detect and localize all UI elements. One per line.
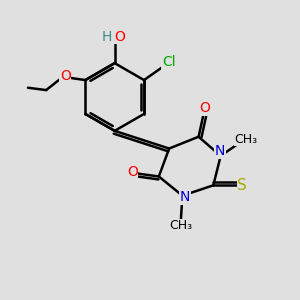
Text: H: H [102,30,112,44]
Text: N: N [180,190,190,204]
Text: O: O [127,165,138,179]
Text: S: S [237,178,247,193]
Text: N: N [215,145,225,158]
Text: O: O [115,30,125,44]
Text: Cl: Cl [162,56,175,69]
Text: CH₃: CH₃ [235,133,258,146]
Text: O: O [199,101,210,115]
Text: CH₃: CH₃ [169,219,193,232]
Text: O: O [60,69,71,83]
